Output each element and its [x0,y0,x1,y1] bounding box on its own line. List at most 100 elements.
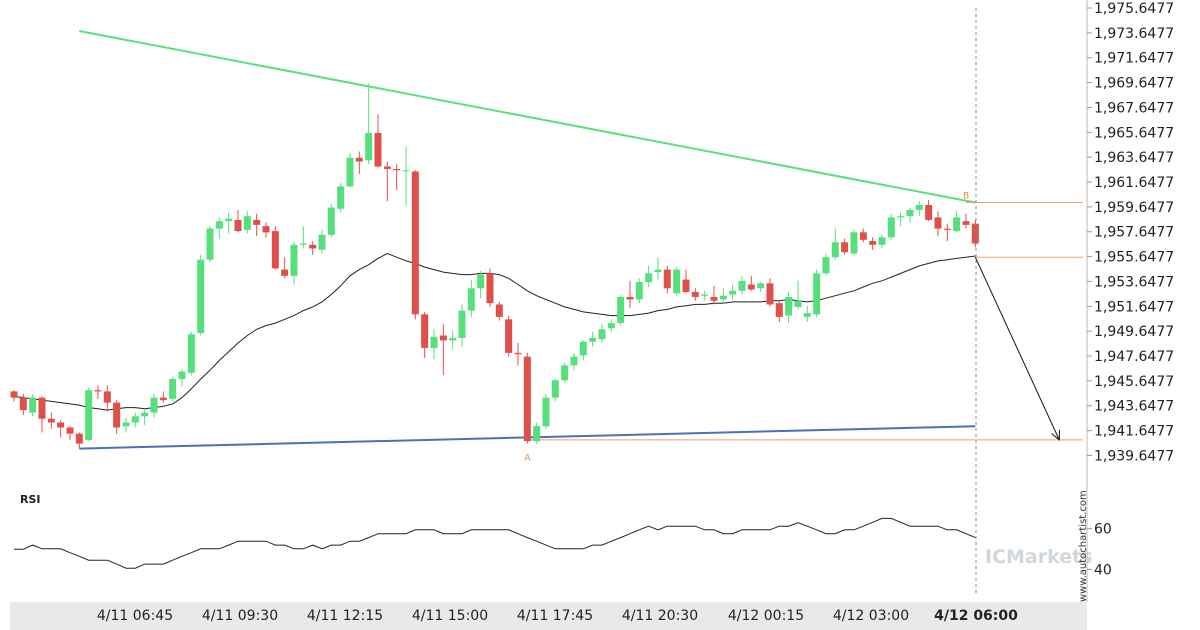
candle-body-up [299,243,307,245]
rsi-line-layer [14,517,976,569]
candle-body-up [813,273,821,315]
time-tick-label: 4/12 00:15 [728,608,804,624]
candle [150,393,158,418]
candle [635,278,643,304]
candle-body-up [327,207,335,235]
candle-body-up [887,217,895,238]
candle [337,182,345,213]
candle-body-up [178,371,186,379]
candle-body-down [94,390,102,392]
candle [122,417,130,433]
candle [47,412,55,429]
candle-body-down [859,232,867,240]
time-tick-label: 4/11 15:00 [412,608,488,624]
candle-body-down [383,166,391,169]
candle-body-up [589,337,597,342]
candle [281,257,289,279]
time-tick-label: 4/11 20:30 [622,608,698,624]
price-panel: AB 1,975.64771,973.64771,971.64771,969.6… [10,0,1174,475]
candle [859,228,867,243]
candle [439,324,447,376]
candle [607,319,615,332]
candle [617,294,625,326]
candle-body-up [654,269,662,273]
candle [169,376,177,402]
price-tick-label: 1,939.6477 [1094,448,1174,464]
candle [691,288,699,301]
candle-body-up [169,378,177,399]
candle [822,253,830,276]
candle [775,300,783,322]
candle-body-up [29,397,37,413]
candle-body-up [477,274,485,289]
candle-body-up [290,244,298,276]
candle-body-up [337,186,345,209]
moving-average-layer [13,252,976,411]
time-tick-layer: 4/11 06:45 4/11 09:30 4/11 12:15 4/11 15:00… [97,608,1018,624]
candle-body-down [374,132,382,167]
candle-body-up [878,237,886,245]
time-tick-label: 4/11 06:45 [97,608,173,624]
candle-body-up [607,323,615,329]
candle [869,237,877,250]
candle-body-down [766,283,774,305]
level-layer: AB [524,192,1083,464]
forecast-arrow-line [974,256,1060,441]
candle-body-down [869,241,877,245]
price-tick-label: 1,953.6477 [1094,274,1174,290]
candle-body-up [85,390,93,440]
price-tick-label: 1,967.6477 [1094,100,1174,116]
candle [29,393,37,417]
candle-body-down [962,221,970,225]
candle-body-down [19,397,27,411]
resistance-trendline [79,30,976,204]
candle-body-up [673,269,681,294]
candle [197,254,205,336]
candle [663,265,671,294]
candle [103,385,111,412]
candle [215,217,223,239]
candle [943,223,951,242]
candle [159,391,167,403]
price-tick-label: 1,941.6477 [1094,424,1174,440]
candle-body-up [719,295,727,300]
candle-body-down [495,304,503,317]
candle-body-down [103,391,111,403]
candle [915,201,923,217]
candle [10,390,18,402]
candle [449,330,457,350]
candle-body-down [682,279,690,292]
candle [141,408,149,425]
candle [813,269,821,317]
candle-body-up [850,232,858,254]
candle-body-down [38,397,46,419]
candle [187,331,195,376]
candle-body-down [10,391,18,398]
time-tick-label: 4/12 03:00 [833,608,909,624]
candle-body-up [579,341,587,356]
candle-body-down [411,171,419,315]
price-tick-label: 1,961.6477 [1094,175,1174,191]
candle [626,280,634,309]
candle-body-down [971,223,979,244]
candle [374,114,382,168]
candle-body-up [402,170,410,172]
candle [579,340,587,361]
candle-body-up [122,422,130,427]
candle-body-down [514,352,522,355]
candle [411,170,419,320]
candle-body-down [747,284,755,290]
candle [85,387,93,442]
candle-body-down [281,269,289,276]
candle-body-up [458,310,466,338]
candle [747,275,755,291]
candle-body-down [253,219,261,225]
candle [271,226,279,270]
candle [673,267,681,296]
candle-body-down [775,303,783,317]
autochartist-watermark: www.autochartist.com [1078,490,1089,602]
candle [701,290,709,301]
candle-body-down [271,231,279,269]
price-tick-label: 1,957.6477 [1094,225,1174,241]
candle [589,331,597,347]
